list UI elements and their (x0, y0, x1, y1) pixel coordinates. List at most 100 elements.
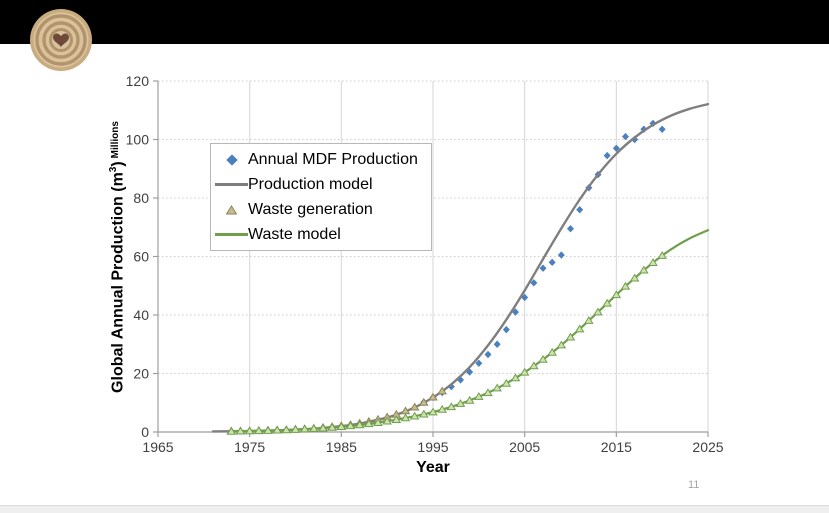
diamond-marker (658, 125, 666, 133)
triangle-marker (510, 373, 521, 382)
triangle-marker (263, 425, 273, 434)
x-tick-label: 2005 (509, 439, 540, 455)
triangle-marker (648, 258, 658, 266)
triangle-marker (235, 426, 246, 435)
diamond-marker (612, 144, 620, 152)
y-axis-title-close: ) (109, 161, 127, 167)
y-tick-label: 20 (133, 366, 149, 382)
triangle-marker (409, 402, 420, 411)
triangle-marker (244, 426, 255, 435)
triangle-marker (437, 386, 447, 395)
triangle-marker (483, 388, 493, 397)
triangle-marker (428, 392, 438, 401)
legend-label: Waste generation (248, 200, 373, 218)
olive-triangle-marker-icon (226, 204, 237, 214)
triangle-marker (501, 378, 512, 387)
triangle-marker (345, 421, 356, 430)
diamond-marker (539, 264, 547, 272)
triangle-marker (455, 399, 466, 407)
x-tick-label: 1995 (417, 439, 448, 455)
triangle-marker (639, 265, 649, 274)
triangle-marker (309, 424, 319, 432)
logo-rings-icon (30, 9, 92, 71)
y-tick-label: 60 (133, 249, 149, 265)
triangle-marker (629, 273, 640, 282)
y-axis-title-sup: 3 (108, 166, 119, 173)
triangle-marker (281, 425, 292, 434)
letterbox-strip (0, 505, 829, 513)
triangle-marker (400, 413, 411, 422)
diamond-marker (502, 325, 510, 334)
y-tick-label: 120 (126, 73, 150, 89)
x-tick-label: 2015 (601, 439, 632, 455)
legend-item-waste-model: Waste model (215, 222, 427, 247)
triangle-marker (382, 416, 392, 425)
x-tick-label: 2025 (692, 439, 723, 455)
triangle-marker (464, 395, 475, 404)
heart-icon (53, 33, 69, 47)
diamond-marker (530, 279, 538, 287)
top-bar (0, 0, 829, 44)
triangle-marker (226, 426, 237, 435)
triangle-marker (584, 315, 594, 324)
triangle-marker (391, 415, 402, 424)
triangle-marker (593, 307, 603, 316)
triangle-marker (538, 354, 548, 363)
triangle-marker (474, 392, 484, 400)
triangle-marker (574, 324, 585, 333)
y-tick-label: 0 (141, 424, 149, 440)
triangle-marker (354, 420, 365, 429)
legend-item-production-model: Production model (215, 172, 427, 197)
triangle-marker (290, 424, 301, 433)
x-tick-label: 1965 (142, 439, 173, 455)
x-axis-title: Year (416, 459, 450, 476)
diamond-marker (475, 359, 483, 367)
triangle-marker (409, 411, 420, 420)
x-tick-label: 1975 (234, 439, 265, 455)
y-axis-unit-label: Millions (110, 121, 122, 159)
triangle-marker (519, 367, 530, 376)
blue-diamond-marker-icon (225, 153, 238, 166)
triangle-marker (272, 425, 282, 434)
triangle-marker (446, 402, 457, 411)
y-tick-label: 40 (133, 307, 149, 323)
legend-label: Waste model (248, 225, 341, 243)
legend-label: Production model (248, 175, 373, 193)
triangle-marker (657, 251, 667, 259)
y-axis-title-text: Global Annual Production (m (109, 172, 127, 393)
triangle-marker (299, 424, 310, 433)
diamond-marker (622, 132, 629, 141)
tree-rings-heart-logo (30, 9, 92, 71)
y-tick-label: 80 (133, 190, 149, 206)
triangle-marker (437, 404, 447, 413)
y-tick-label: 100 (126, 132, 150, 148)
triangle-marker (428, 407, 438, 416)
green-line-marker-icon (215, 233, 248, 236)
legend-item-waste-generation: Waste generation (215, 197, 427, 222)
triangle-marker (364, 419, 374, 428)
page-number: 11 (688, 479, 700, 491)
diamond-marker (631, 135, 639, 144)
legend-label: Annual MDF Production (248, 150, 418, 168)
triangle-marker (419, 397, 429, 406)
triangle-marker (373, 418, 383, 426)
triangle-marker (556, 340, 567, 349)
diamond-marker (484, 350, 492, 359)
diamond-marker (576, 206, 584, 214)
diamond-marker (548, 258, 556, 267)
triangle-marker (547, 347, 557, 356)
diamond-marker (557, 251, 565, 259)
triangle-marker (419, 409, 429, 418)
triangle-marker (254, 426, 264, 435)
diamond-marker (493, 340, 501, 348)
triangle-marker (327, 422, 337, 431)
triangle-marker (492, 383, 502, 392)
y-axis-title: Global Annual Production (m3) Millions (108, 57, 132, 457)
x-tick-label: 1985 (326, 439, 357, 455)
gray-line-marker-icon (215, 183, 248, 186)
triangle-marker (602, 298, 612, 307)
diamond-marker (567, 225, 574, 233)
chart-legend: Annual MDF Production Production model W… (210, 143, 432, 251)
